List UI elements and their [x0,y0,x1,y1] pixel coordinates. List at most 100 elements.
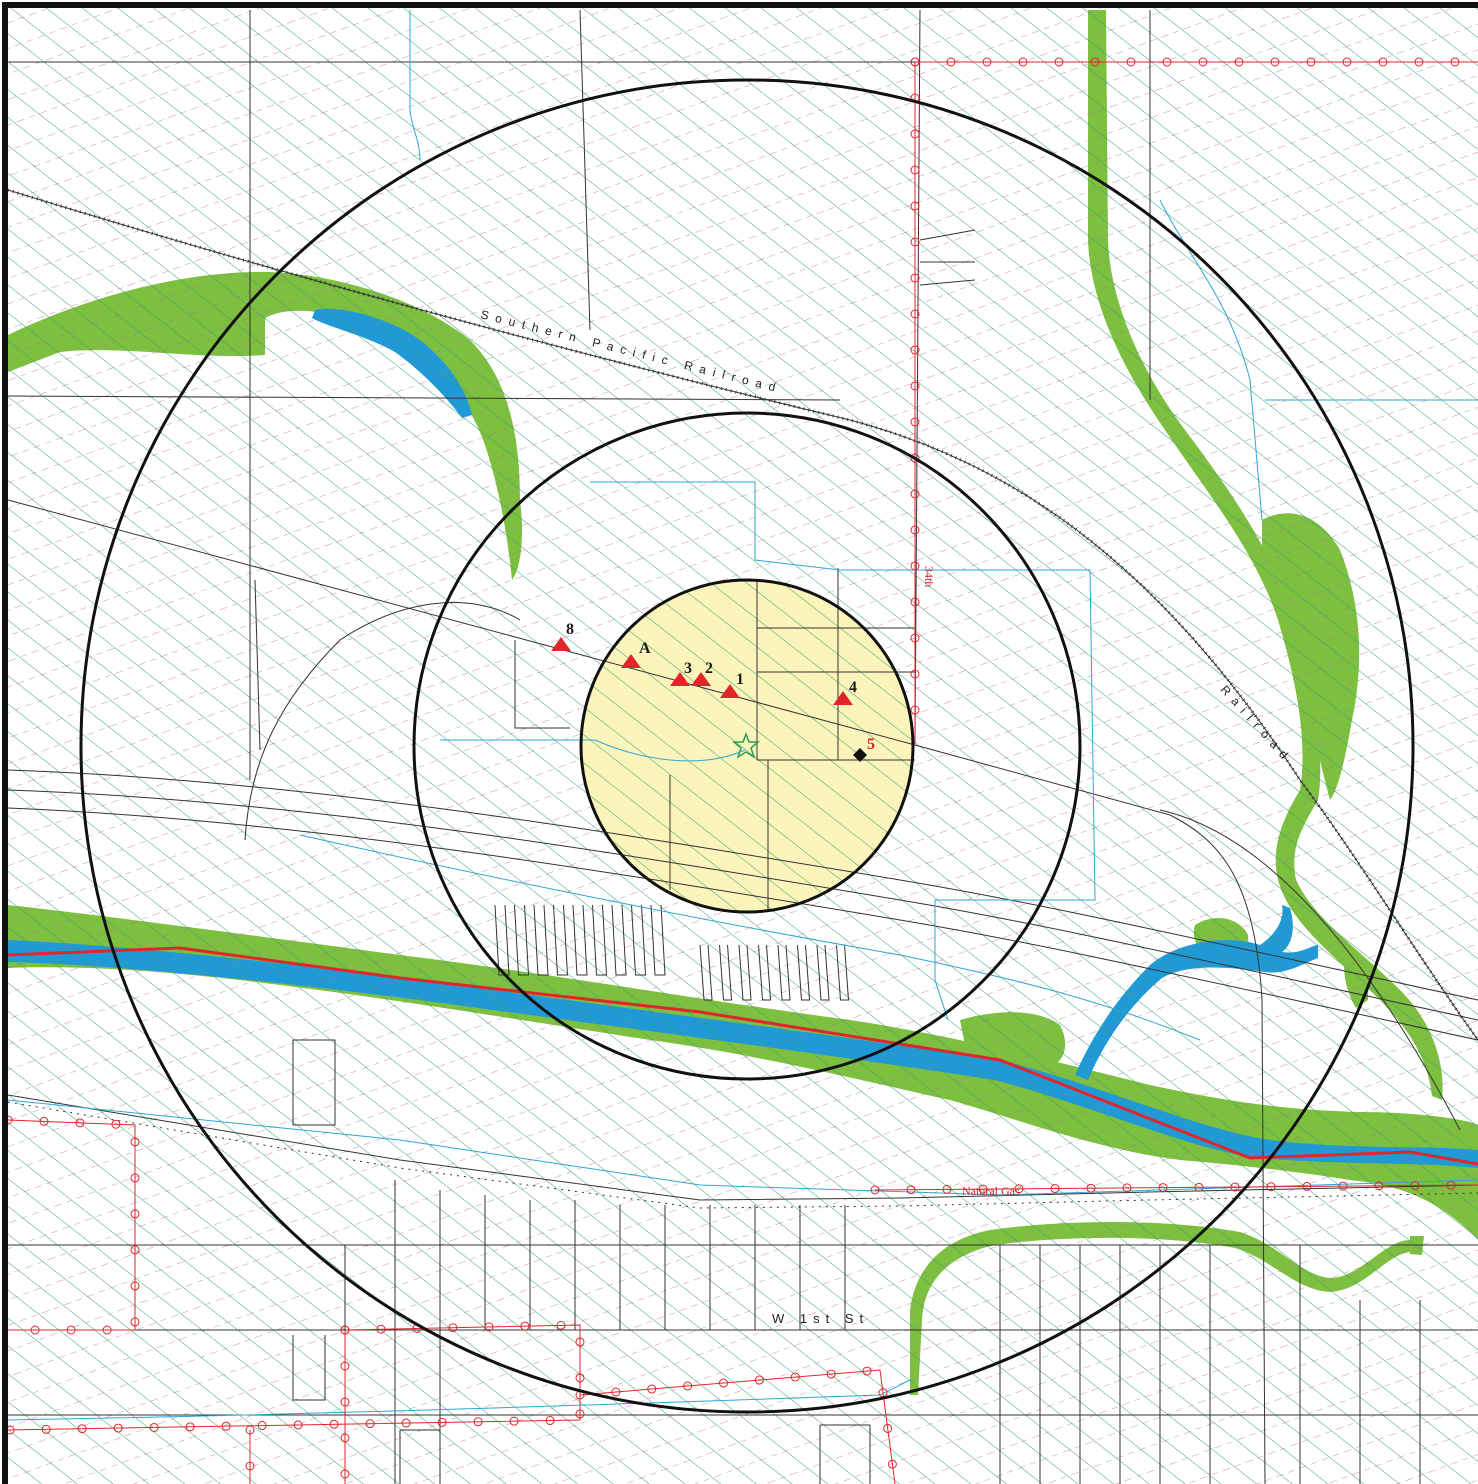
marker-8[interactable]: 8 [551,621,574,651]
parking-loop [631,904,647,976]
pipeline-marker [978,1184,988,1194]
parking-loop [738,944,752,1001]
pipeline-marker [910,669,920,679]
road-network [8,9,1478,1484]
parking-loop [777,944,791,1001]
pipeline-marker [1086,1183,1096,1193]
pipeline-marker [130,1137,140,1147]
pipeline-marker [1446,1180,1456,1190]
parking-loop [514,904,530,976]
pipeline-marker [41,1424,51,1434]
pipeline-marker [365,1419,375,1429]
pipeline-marker [1338,1181,1348,1191]
pipeline-marker [870,1185,880,1195]
pipeline-marker [221,1421,231,1431]
marker-label: 8 [566,621,574,638]
marker-2[interactable]: 2 [691,660,713,686]
river-centerline [8,946,1478,1166]
pipeline-label-natural-gas: Natural Gas [962,1184,1020,1198]
pipeline-marker [1054,57,1064,67]
buffer-ring-outer [79,78,1415,1414]
pipeline-marker [329,1419,339,1429]
marker-3[interactable]: 3 [670,660,692,686]
pipeline-marker [545,1416,555,1426]
pipeline-marker [910,345,920,355]
marker-A[interactable]: A [621,640,651,668]
pipeline-marker [8,1425,15,1435]
pipeline-marker [130,1245,140,1255]
parking-loop [553,904,569,976]
pipeline-marker [910,525,920,535]
railroad-lines [8,188,1478,1041]
pipeline-marker [1162,57,1172,67]
pipeline-marker [39,1116,49,1126]
pipeline-marker [1234,57,1244,67]
parking-loop [816,944,830,1001]
parking-loop [611,904,627,976]
pipeline-marker [185,1422,195,1432]
pipeline-marker [293,1420,303,1430]
pipeline-marker [340,1397,350,1407]
pipeline-marker [1014,1184,1024,1194]
pipeline-marker [575,1373,585,1383]
pipeline-marker [130,1209,140,1219]
pipeline-marker [245,1461,255,1471]
pipeline-marker [111,1119,121,1129]
parking-loops [494,904,850,1001]
marker-4[interactable]: 4 [833,679,857,705]
pipeline-marker [1374,1181,1384,1191]
pipeline-marker [906,1185,916,1195]
pipeline-marker [1126,57,1136,67]
pipeline-marker [340,1433,350,1443]
pipeline-marker [1198,57,1208,67]
pipeline-marker [1194,1182,1204,1192]
pipeline-marker [1158,1183,1168,1193]
pipeline-marker [683,1381,693,1391]
pipeline-marker [754,1375,764,1385]
marker-label: 3 [684,660,692,677]
pipeline-marker [1378,57,1388,67]
pipeline-marker [130,1173,140,1183]
pipeline-marker [982,57,992,67]
pipeline-marker [910,237,920,247]
pipeline-marker [826,1369,836,1379]
pipeline-marker [340,1361,350,1371]
pipeline-marker [883,1423,893,1433]
pipeline-marker [484,1322,494,1332]
pipeline-marker [575,1337,585,1347]
pipeline-marker [448,1323,458,1333]
marker-label: 2 [705,660,713,677]
parking-loop [699,944,713,1001]
pipeline-marker [376,1324,386,1334]
pipeline-marker [340,1325,350,1335]
pipeline-marker [102,1325,112,1335]
site-star-icon[interactable] [731,731,761,759]
pipeline-marker [66,1325,76,1335]
marker-1[interactable]: 1 [720,671,744,698]
pipeline-marker [1270,57,1280,67]
pipeline-marker [149,1422,159,1432]
buffer-inner-hatch [581,580,913,912]
pipeline-marker [437,1417,447,1427]
pipeline-marker [340,1469,350,1479]
pipeline-marker [520,1321,530,1331]
pipeline-marker [910,561,920,571]
pipeline-marker [611,1387,621,1397]
pipeline-marker [1342,57,1352,67]
pipeline-marker [473,1417,483,1427]
marker-label: 5 [867,736,875,753]
pipeline-marker [647,1384,657,1394]
pipeline-marker [77,1424,87,1434]
marker-5[interactable]: 5 [853,736,875,762]
pipeline-marker [910,201,920,211]
parking-loop [797,944,811,1001]
pipeline-marker [556,1320,566,1330]
pipeline-marker [910,57,920,67]
parking-loop [650,904,666,976]
pipeline-marker [946,57,956,67]
pipeline-marker [942,1184,952,1194]
pipeline-marker [910,633,920,643]
marker-label: A [639,640,651,657]
